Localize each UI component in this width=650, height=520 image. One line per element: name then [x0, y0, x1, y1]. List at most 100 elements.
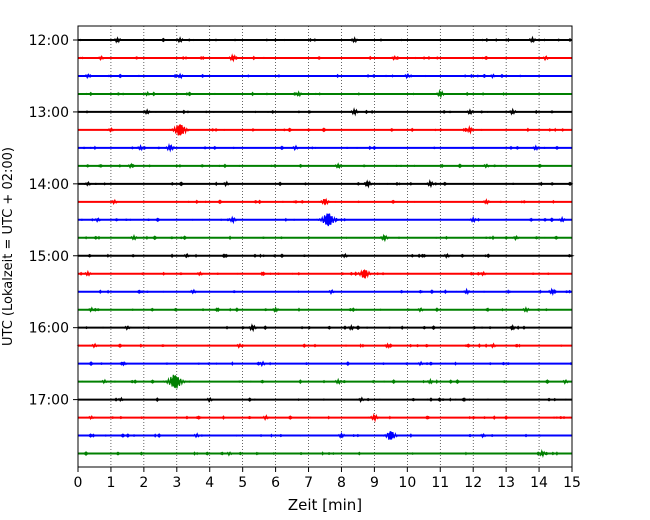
noise-burst	[130, 253, 136, 258]
event-core	[125, 325, 130, 330]
noise-burst	[84, 235, 88, 240]
noise-burst	[252, 55, 256, 61]
noise-burst	[90, 218, 95, 222]
noise-burst	[300, 326, 304, 330]
noise-burst	[262, 325, 268, 330]
x-tick-label: 6	[271, 475, 280, 491]
noise-burst	[143, 236, 149, 239]
event-core	[197, 271, 203, 276]
event-15:00-3.3	[181, 252, 192, 259]
trace-group	[76, 35, 575, 458]
noise-burst	[543, 38, 546, 42]
noise-burst	[237, 380, 244, 383]
noise-burst	[439, 128, 443, 132]
noise-burst	[161, 271, 166, 276]
noise-burst	[539, 289, 542, 294]
noise-burst	[92, 182, 100, 185]
event-core	[480, 271, 486, 276]
noise-burst	[194, 253, 198, 258]
trace-14:00	[78, 178, 574, 189]
noise-burst	[286, 127, 293, 133]
noise-burst	[435, 379, 439, 384]
noise-burst	[219, 451, 226, 456]
noise-burst	[311, 56, 318, 59]
trace-14:45	[78, 233, 572, 243]
noise-burst	[463, 344, 469, 348]
noise-burst	[491, 235, 495, 241]
noise-burst	[397, 182, 402, 186]
event-core	[207, 397, 213, 402]
noise-burst	[123, 218, 130, 222]
noise-burst	[296, 290, 300, 294]
noise-burst	[529, 272, 537, 276]
event-core	[260, 361, 265, 366]
noise-burst	[566, 254, 573, 258]
x-tick-label: 0	[74, 475, 83, 491]
noise-burst	[303, 362, 310, 366]
noise-burst	[195, 451, 199, 456]
noise-burst	[190, 218, 195, 221]
noise-burst	[151, 235, 158, 241]
event-core	[263, 415, 268, 420]
noise-burst	[200, 308, 206, 312]
noise-burst	[508, 145, 514, 150]
event-core	[174, 124, 186, 136]
event-core	[131, 235, 137, 240]
noise-burst	[536, 434, 544, 437]
event-core	[467, 127, 473, 133]
noise-burst	[548, 217, 555, 223]
event-core	[237, 343, 242, 348]
noise-burst	[221, 415, 226, 420]
noise-burst	[102, 182, 107, 186]
noise-burst	[441, 181, 448, 186]
event-core	[386, 431, 396, 441]
noise-burst	[170, 253, 174, 259]
event-core	[335, 163, 341, 169]
trace-13:45	[78, 162, 572, 170]
noise-burst	[557, 415, 565, 420]
noise-burst	[315, 254, 321, 257]
noise-burst	[297, 163, 304, 168]
noise-burst	[497, 200, 504, 204]
noise-burst	[467, 433, 473, 438]
noise-burst	[365, 397, 371, 402]
noise-burst	[322, 379, 326, 384]
noise-burst	[381, 272, 386, 276]
event-13:00-8.4	[348, 107, 361, 117]
noise-burst	[247, 397, 253, 402]
noise-burst	[186, 38, 193, 42]
noise-burst	[268, 164, 275, 168]
noise-burst	[472, 326, 477, 330]
noise-burst	[470, 415, 477, 420]
noise-burst	[366, 290, 372, 293]
trace-15:30	[78, 287, 572, 296]
noise-burst	[222, 163, 228, 169]
event-core	[92, 343, 97, 348]
noise-burst	[100, 326, 106, 329]
noise-burst	[190, 38, 197, 42]
event-core	[381, 235, 388, 241]
event-core	[118, 398, 123, 402]
noise-burst	[469, 272, 477, 276]
noise-burst	[192, 451, 197, 456]
noise-burst	[84, 92, 89, 96]
noise-burst	[425, 398, 430, 401]
event-core	[385, 343, 391, 348]
noise-burst	[340, 272, 346, 276]
event-core	[321, 198, 329, 205]
noise-burst	[82, 451, 90, 456]
noise-burst	[275, 74, 283, 78]
noise-burst	[558, 344, 564, 347]
noise-burst	[212, 146, 219, 149]
y-tick-label: 14:00	[29, 177, 69, 193]
noise-burst	[359, 343, 363, 348]
noise-burst	[210, 128, 216, 132]
event-core	[293, 146, 298, 150]
noise-burst	[80, 380, 85, 383]
event-core	[108, 128, 114, 132]
trace-17:30	[78, 431, 572, 441]
noise-burst	[405, 290, 410, 293]
event-16:30-1.4	[119, 361, 129, 367]
noise-burst	[252, 200, 259, 204]
noise-burst	[252, 253, 258, 258]
